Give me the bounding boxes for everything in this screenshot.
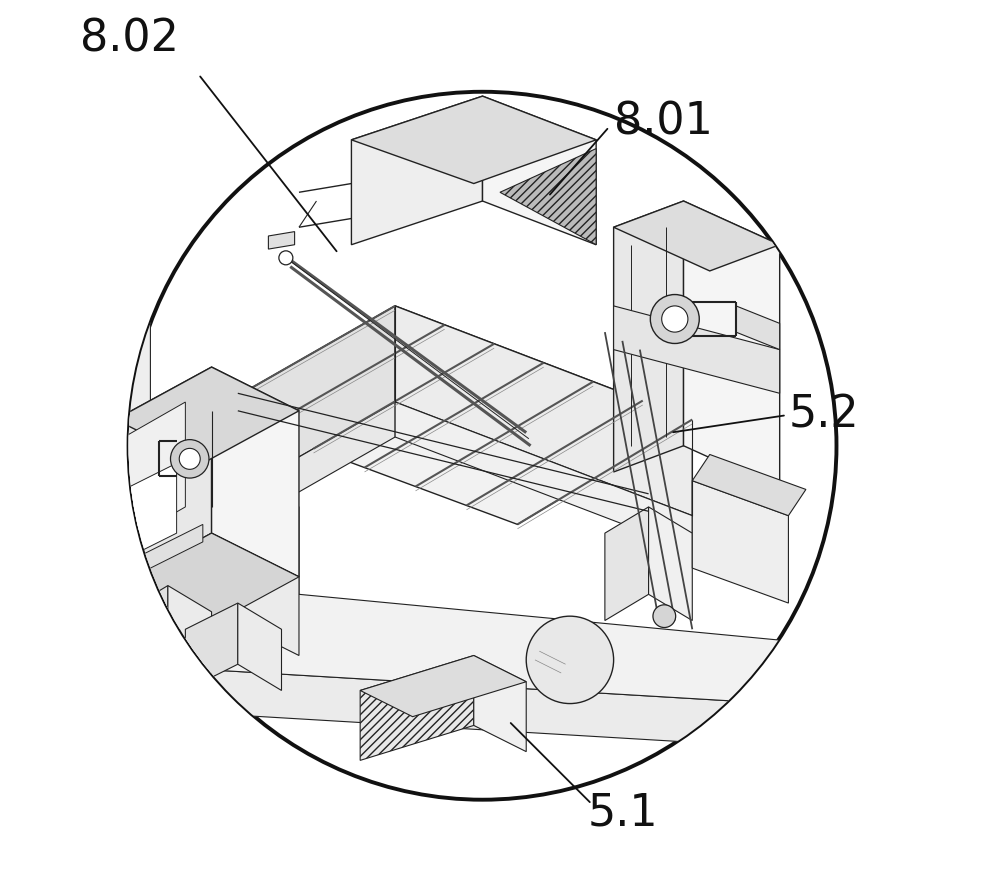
Polygon shape xyxy=(212,533,299,656)
Polygon shape xyxy=(168,586,212,682)
Polygon shape xyxy=(115,367,212,586)
Polygon shape xyxy=(238,603,282,690)
Polygon shape xyxy=(255,481,299,594)
Polygon shape xyxy=(133,524,203,577)
Polygon shape xyxy=(212,402,395,542)
Polygon shape xyxy=(67,288,150,568)
Polygon shape xyxy=(124,586,168,682)
Polygon shape xyxy=(212,306,692,524)
Polygon shape xyxy=(268,232,295,249)
Polygon shape xyxy=(649,507,692,621)
Polygon shape xyxy=(692,454,806,516)
Polygon shape xyxy=(124,402,185,542)
Polygon shape xyxy=(692,481,788,603)
Polygon shape xyxy=(483,96,596,245)
Polygon shape xyxy=(115,367,299,463)
Polygon shape xyxy=(474,656,526,752)
Polygon shape xyxy=(614,306,780,393)
Text: 8.01: 8.01 xyxy=(614,101,712,144)
Polygon shape xyxy=(500,149,596,245)
Polygon shape xyxy=(115,533,299,629)
Polygon shape xyxy=(351,96,596,184)
Circle shape xyxy=(179,448,200,469)
Polygon shape xyxy=(360,656,474,760)
Polygon shape xyxy=(360,656,526,717)
Text: 8.02: 8.02 xyxy=(80,17,179,61)
Polygon shape xyxy=(115,664,850,752)
Polygon shape xyxy=(736,306,780,350)
Polygon shape xyxy=(395,402,692,551)
Circle shape xyxy=(650,295,699,343)
Polygon shape xyxy=(212,367,299,577)
Polygon shape xyxy=(614,201,780,271)
Polygon shape xyxy=(605,507,649,621)
Circle shape xyxy=(279,251,293,265)
Circle shape xyxy=(129,92,836,800)
Polygon shape xyxy=(684,201,780,489)
Polygon shape xyxy=(212,306,395,507)
Polygon shape xyxy=(115,594,850,708)
Circle shape xyxy=(662,306,688,332)
Text: 5.1: 5.1 xyxy=(587,791,658,835)
Circle shape xyxy=(526,616,614,704)
Polygon shape xyxy=(395,306,692,516)
Polygon shape xyxy=(124,463,177,559)
Circle shape xyxy=(171,440,209,478)
Polygon shape xyxy=(351,96,483,245)
Circle shape xyxy=(653,605,676,628)
Polygon shape xyxy=(212,481,255,594)
Polygon shape xyxy=(614,201,684,472)
Polygon shape xyxy=(185,603,238,690)
Polygon shape xyxy=(115,533,212,664)
Text: 5.2: 5.2 xyxy=(788,393,859,437)
